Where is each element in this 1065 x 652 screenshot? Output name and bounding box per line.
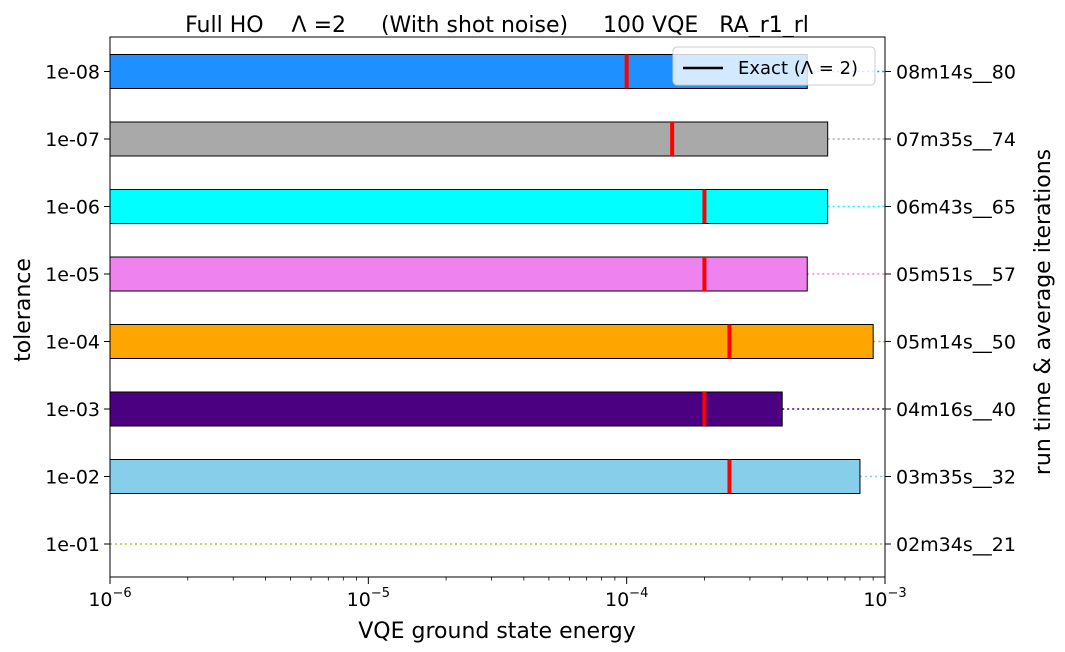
x-tick-label: 10−3 (863, 586, 906, 611)
y-tick-label: 1e-02 (45, 467, 100, 489)
y-axis-label-right: run time & average iterations (1031, 149, 1056, 475)
bar (109, 459, 861, 494)
y-axis-label-left: tolerance (11, 258, 36, 362)
bar (109, 121, 829, 157)
right-tick-label: 05m51s__57 (896, 264, 1016, 286)
right-label-connectors (110, 70, 885, 545)
plot-frame (109, 36, 886, 578)
bar (109, 189, 829, 224)
x-axis-label: VQE ground state energy (358, 619, 635, 644)
median-markers (624, 54, 732, 494)
chart-title: Full HO Λ =2 (With shot noise) 100 VQE R… (185, 13, 809, 38)
bar (109, 391, 783, 427)
y-tick-label: 1e-08 (45, 62, 100, 84)
y-tick-label: 1e-05 (45, 264, 100, 286)
right-tick-label: 07m35s__74 (896, 129, 1016, 151)
x-tick-label: 10−6 (88, 586, 131, 611)
x-tick-label: 10−4 (605, 586, 648, 611)
right-tick-label: 04m16s__40 (896, 399, 1016, 421)
y-tick-label: 1e-04 (45, 332, 100, 354)
right-tick-label: 02m34s__21 (896, 534, 1016, 556)
right-tick-label: 08m14s__80 (896, 62, 1016, 84)
legend-box (672, 46, 876, 86)
y-tick-label: 1e-03 (45, 399, 100, 421)
y-axis-right: 02m34s__21 03m35s__32 04m16s__40 05m14s__50… (885, 62, 1016, 556)
x-tick-label: 10−5 (347, 586, 390, 611)
bar (109, 324, 874, 359)
x-axis: 10−6 10−5 10−4 10−3 (88, 577, 907, 611)
right-tick-label: 06m43s__65 (896, 197, 1016, 219)
legend-label: Exact (Λ = 2) (738, 58, 858, 79)
legend: Exact (Λ = 2) (672, 46, 876, 86)
y-tick-label: 1e-01 (45, 534, 100, 556)
right-tick-label: 03m35s__32 (896, 467, 1016, 489)
y-tick-label: 1e-07 (45, 129, 100, 151)
right-tick-label: 05m14s__50 (896, 332, 1016, 354)
bar-series (109, 54, 874, 494)
y-tick-label: 1e-06 (45, 197, 100, 219)
y-axis-left: 1e-01 1e-02 1e-03 1e-04 1e-05 1e-06 1e-07 1e-08 (45, 62, 110, 556)
